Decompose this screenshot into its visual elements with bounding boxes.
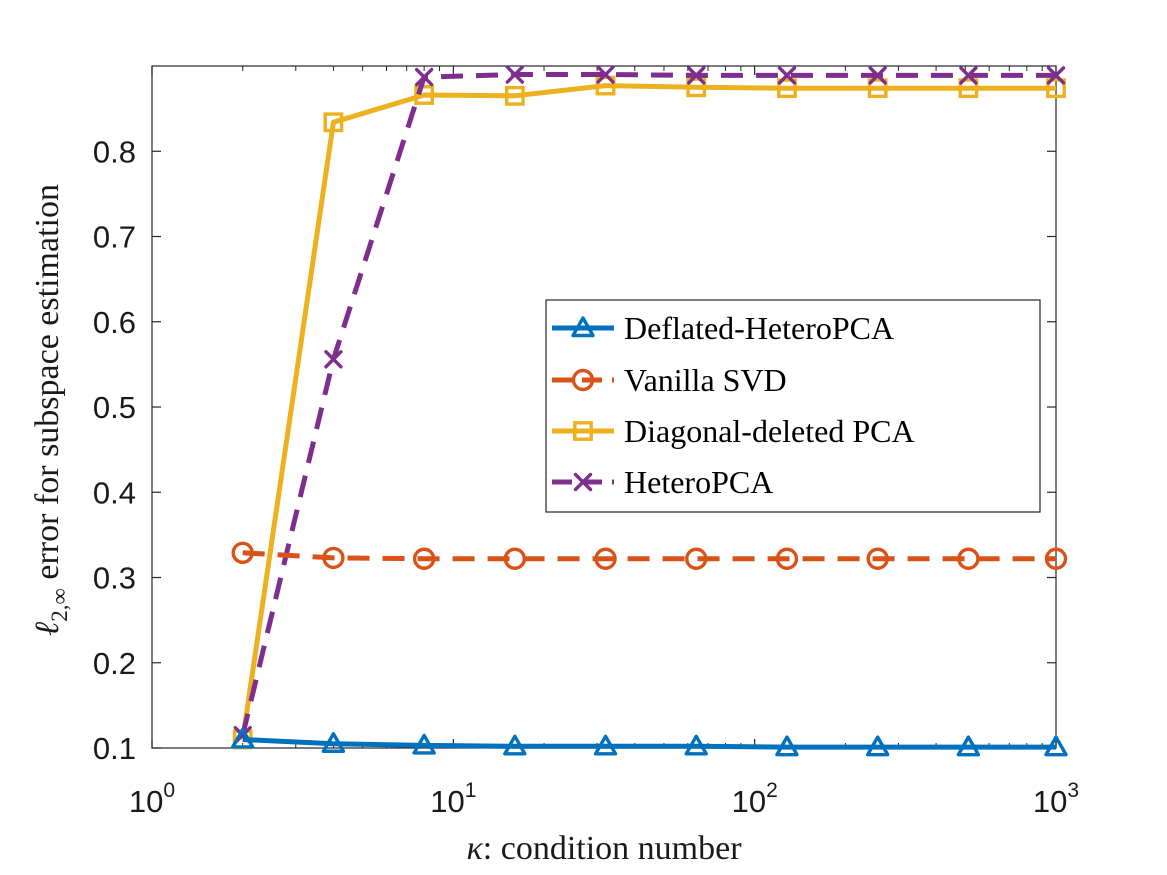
series-line-diagonal-deleted-pca	[240, 83, 1056, 740]
legend-marker-vanilla-svd	[571, 368, 595, 392]
data-point-heteropca	[868, 66, 887, 85]
data-point-heteropca	[959, 66, 978, 85]
data-point-diagonal-deleted-pca	[595, 75, 616, 96]
series-deflated-heteropca	[231, 727, 1068, 757]
x-tick-label: 102	[732, 779, 778, 819]
data-point-deflated-heteropca	[865, 735, 890, 757]
legend-label-heteropca: HeteroPCA	[624, 464, 773, 500]
data-point-heteropca	[596, 65, 615, 84]
data-point-heteropca	[505, 65, 525, 84]
data-point-heteropca	[777, 66, 797, 85]
legend-marker-heteropca	[573, 472, 593, 492]
data-point-vanilla-svd	[957, 547, 980, 570]
data-point-vanilla-svd	[685, 547, 708, 570]
x-axis-label: κ: condition number	[466, 830, 742, 867]
x-tick-label: 100	[129, 779, 175, 819]
data-point-vanilla-svd	[866, 547, 889, 570]
data-point-vanilla-svd	[412, 547, 436, 570]
data-point-vanilla-svd	[594, 547, 617, 570]
legend-label-diagonal-deleted-pca: Diagonal-deleted PCA	[624, 413, 915, 449]
data-point-vanilla-svd	[1044, 547, 1068, 570]
y-tick-label: 0.4	[93, 475, 136, 510]
data-point-vanilla-svd	[322, 546, 345, 570]
data-point-diagonal-deleted-pca	[504, 85, 525, 106]
data-point-heteropca	[687, 66, 706, 85]
series-line-heteropca	[240, 72, 1056, 736]
data-point-deflated-heteropca	[321, 732, 346, 753]
legend-item-diagonal-deleted-pca: Diagonal-deleted PCA	[552, 413, 915, 449]
x-tick-label: 101	[430, 779, 476, 819]
series-line-deflated-heteropca	[242, 737, 1056, 750]
legend-marker-deflated-heteropca	[571, 316, 595, 338]
data-point-deflated-heteropca	[775, 735, 799, 757]
data-point-deflated-heteropca	[231, 727, 255, 749]
series-diagonal-deleted-pca	[232, 75, 1066, 750]
data-point-vanilla-svd	[775, 547, 799, 570]
y-tick-label: 0.5	[93, 390, 136, 425]
legend-box	[545, 299, 1041, 513]
data-point-vanilla-svd	[503, 547, 527, 570]
legend-marker-diagonal-deleted-pca	[573, 421, 593, 441]
legend-label-vanilla-svd: Vanilla SVD	[624, 362, 787, 398]
data-point-diagonal-deleted-pca	[686, 77, 707, 98]
data-point-diagonal-deleted-pca	[867, 78, 888, 99]
y-tick-label: 0.1	[93, 731, 136, 766]
data-point-diagonal-deleted-pca	[414, 85, 435, 105]
data-point-heteropca	[414, 67, 434, 87]
x-tick-label: 103	[1033, 779, 1079, 819]
data-point-deflated-heteropca	[593, 734, 618, 756]
tick-labels: 100 101 102 103 0.1 0.2 0.3 0.4 0.5 0.6 0.7 0.8	[93, 134, 1079, 819]
y-tick-label: 0.3	[93, 561, 136, 596]
legend-item-deflated-heteropca: Deflated-HeteroPCA	[552, 310, 894, 346]
data-point-heteropca	[1046, 66, 1066, 85]
legend-item-vanilla-svd: Vanilla SVD	[552, 362, 787, 398]
y-tick-label: 0.6	[93, 305, 136, 340]
y-tick-label: 0.2	[93, 646, 136, 681]
series-vanilla-svd	[231, 541, 1068, 570]
data-point-vanilla-svd	[231, 541, 254, 564]
data-point-deflated-heteropca	[412, 733, 436, 755]
data-point-heteropca	[324, 350, 343, 369]
data-point-deflated-heteropca	[956, 735, 981, 757]
legend-label-deflated-heteropca: Deflated-HeteroPCA	[624, 310, 894, 346]
data-point-deflated-heteropca	[1044, 735, 1068, 757]
y-axis-label: ℓ2,∞ error for subspace estimation	[29, 184, 72, 636]
data-point-deflated-heteropca	[503, 734, 527, 756]
series-layer	[231, 65, 1068, 757]
data-point-diagonal-deleted-pca	[777, 78, 797, 99]
data-point-diagonal-deleted-pca	[958, 78, 979, 99]
data-point-diagonal-deleted-pca	[323, 112, 344, 133]
legend-item-heteropca: HeteroPCA	[552, 464, 773, 500]
series-line-vanilla-svd	[242, 550, 1056, 562]
data-point-deflated-heteropca	[684, 734, 708, 756]
data-point-diagonal-deleted-pca	[1046, 78, 1066, 99]
y-tick-label: 0.8	[93, 134, 136, 169]
legend: Deflated-HeteroPCA Vanilla SVD Diagonal-de…	[545, 299, 1041, 513]
y-tick-label: 0.7	[93, 220, 136, 255]
